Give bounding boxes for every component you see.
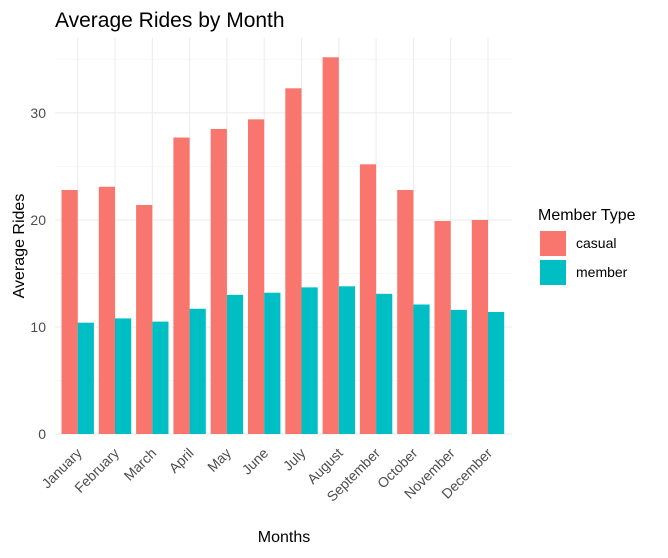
- bar-member-april: [189, 308, 206, 434]
- bar-casual-december: [471, 219, 488, 434]
- y-tick-label: 20: [30, 212, 46, 228]
- y-tick-label: 30: [30, 105, 46, 121]
- x-tick-label: May: [204, 445, 234, 475]
- bar-casual-june: [248, 119, 265, 434]
- legend-title: Member Type: [538, 207, 636, 224]
- bar-casual-october: [397, 189, 414, 434]
- bar-casual-september: [359, 164, 377, 435]
- y-tick-label: 10: [30, 319, 46, 335]
- x-tick-label: June: [239, 445, 272, 478]
- bar-member-july: [301, 287, 318, 434]
- bar-member-may: [226, 294, 244, 434]
- bar-member-december: [488, 311, 505, 434]
- bar-member-september: [376, 293, 393, 434]
- x-axis-title: Months: [258, 529, 310, 546]
- bar-casual-november: [434, 221, 451, 434]
- legend-label-casual: casual: [576, 235, 616, 251]
- bar-casual-august: [322, 57, 339, 434]
- y-axis-title: Average Rides: [11, 194, 28, 299]
- bar-casual-july: [285, 88, 302, 435]
- bar-member-june: [264, 292, 281, 434]
- bar-member-january: [77, 322, 94, 434]
- legend-key-casual: [540, 231, 566, 256]
- bar-member-november: [450, 309, 467, 434]
- legend-items: casual member: [540, 231, 628, 285]
- bar-casual-february: [98, 186, 115, 434]
- x-tick-label: April: [166, 445, 197, 476]
- bar-member-march: [152, 321, 169, 434]
- bar-casual-january: [61, 189, 78, 434]
- legend: Member Type casual member: [538, 207, 636, 285]
- bars: [61, 57, 505, 435]
- y-tick-label: 0: [38, 426, 46, 442]
- bar-member-october: [413, 304, 430, 434]
- bar-member-august: [338, 286, 355, 434]
- y-axis-ticks: 0 10 20 30: [30, 105, 46, 442]
- legend-key-member: [540, 260, 566, 285]
- chart-title: Average Rides by Month: [55, 9, 285, 32]
- bar-casual-april: [173, 137, 190, 435]
- bar-member-february: [115, 318, 132, 434]
- legend-label-member: member: [576, 264, 628, 280]
- x-tick-label: July: [280, 445, 309, 474]
- bar-casual-may: [210, 128, 227, 434]
- x-tick-label: March: [121, 445, 160, 484]
- bar-casual-march: [136, 204, 153, 434]
